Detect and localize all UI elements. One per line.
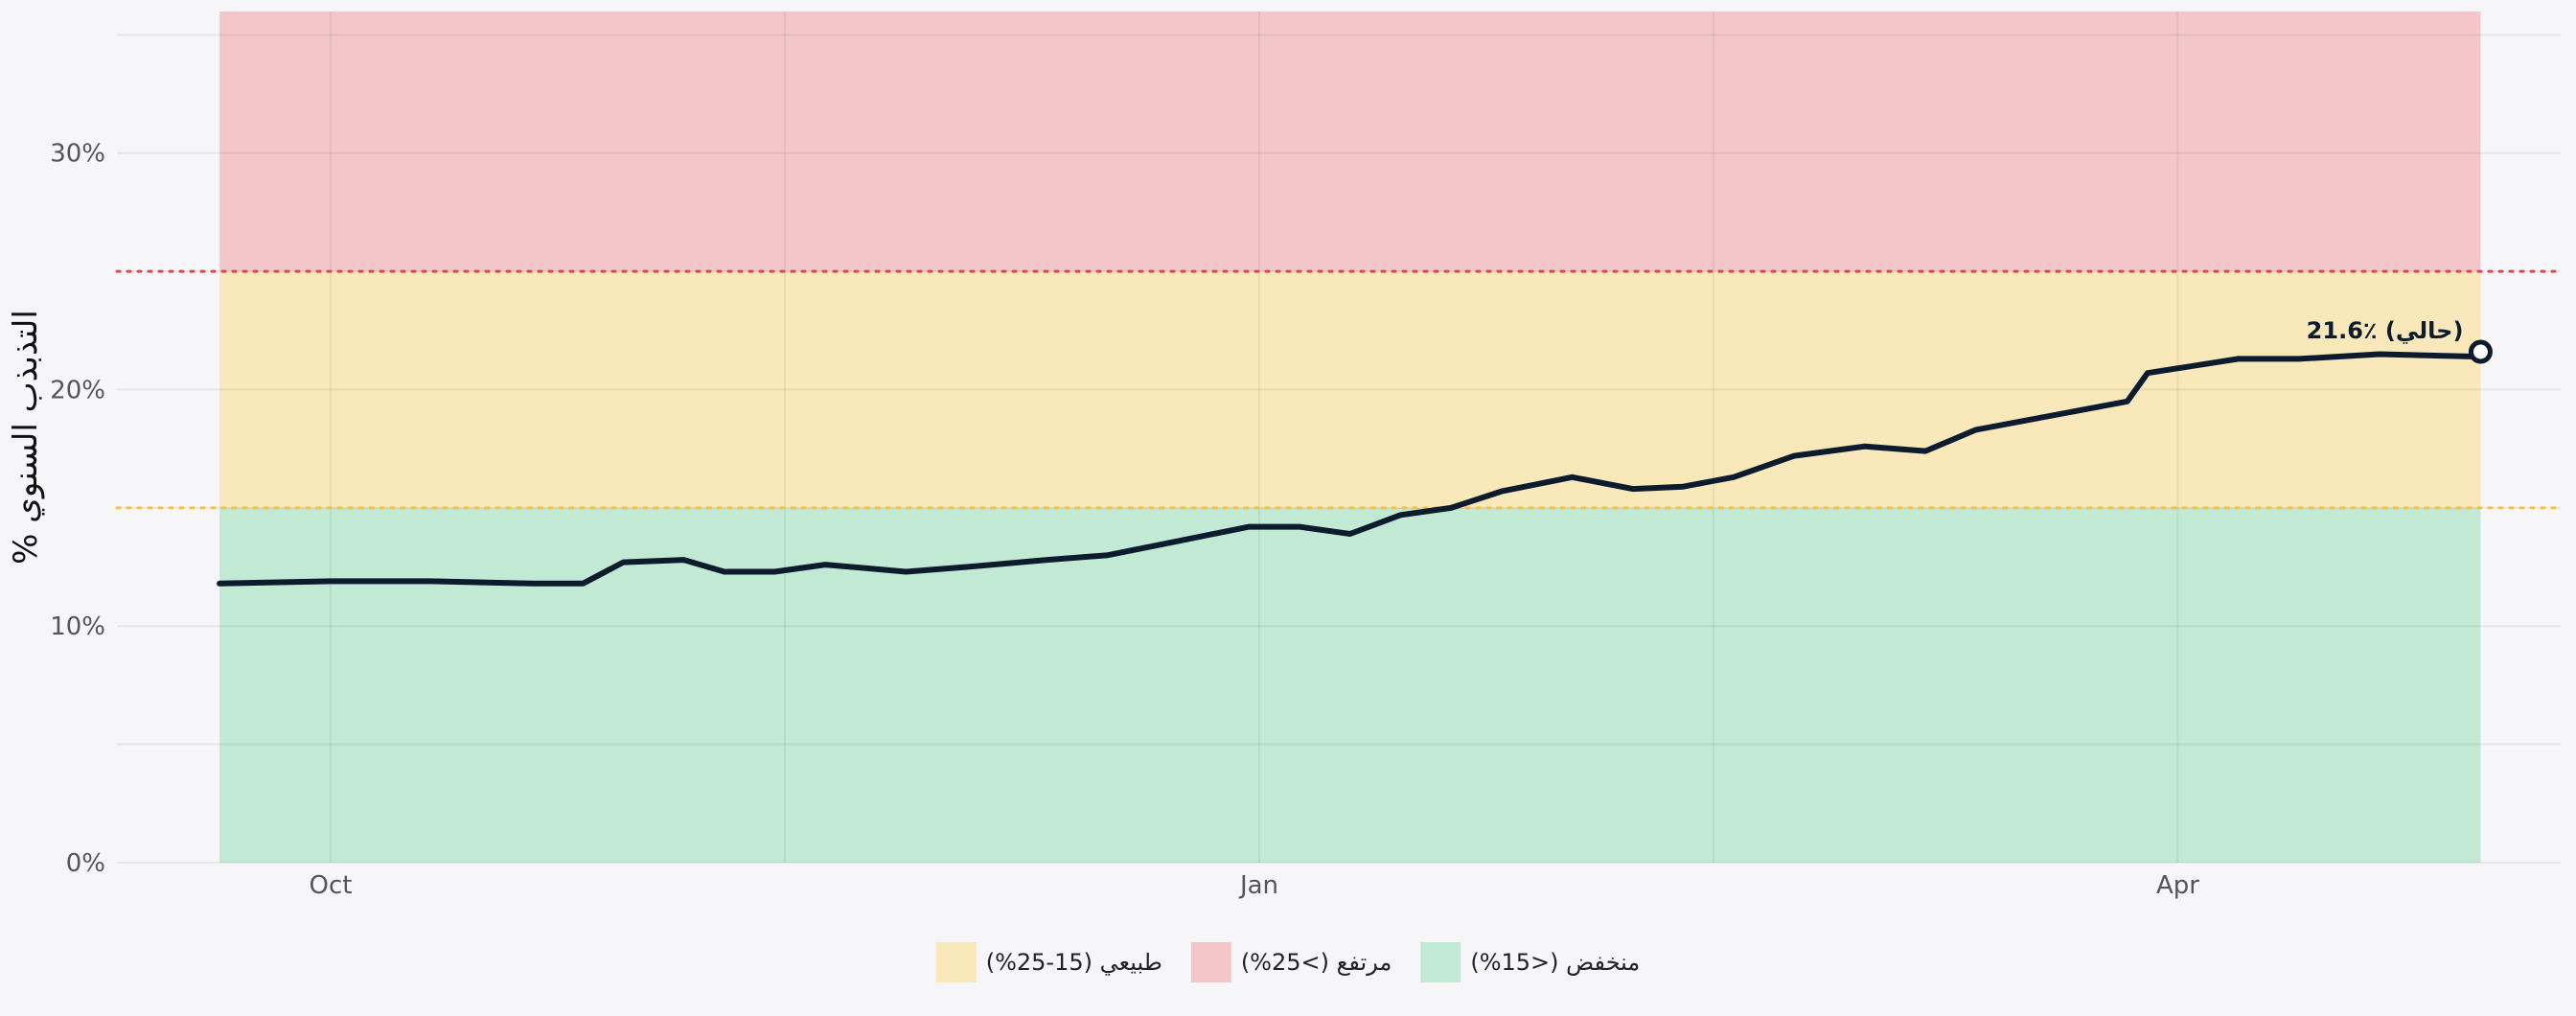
legend-label: منخفض (<15%) (1470, 949, 1640, 976)
legend-swatch (935, 942, 977, 982)
legend-label: مرتفع (>25%) (1241, 949, 1392, 976)
y-tick-label: 30% (50, 140, 105, 169)
series-line (217, 349, 2484, 587)
current-value-label: 21.6٪ (حالي) (2307, 317, 2464, 344)
grid-layer (117, 12, 2561, 864)
threshold-layer (115, 269, 2563, 510)
x-tick-label: Apr (2156, 871, 2199, 900)
legend-swatch (1420, 942, 1461, 982)
zone-band (219, 12, 2481, 272)
current-value-marker (2468, 339, 2493, 364)
series-layer (217, 349, 2484, 587)
x-tick-label: Oct (310, 871, 353, 900)
zone-layer (219, 12, 2481, 863)
axes-layer: 0% 10% 20% 30% Oct Jan Apr التذبذب السنوي % (7, 140, 2199, 900)
y-tick-label: 0% (66, 849, 105, 878)
zone-band (219, 271, 2481, 508)
legend-swatch (1190, 942, 1231, 982)
zone-band (219, 507, 2481, 863)
y-axis-label: التذبذب السنوي % (7, 310, 45, 565)
x-tick-label: Jan (1238, 871, 1278, 900)
annotation-layer: 21.6٪ (حالي) (2307, 317, 2493, 364)
y-tick-label: 20% (50, 376, 105, 404)
legend: طبيعي (15-25%) مرتفع (>25%) منخفض (<15%) (935, 942, 1640, 982)
y-tick-label: 10% (50, 612, 105, 641)
legend-label: طبيعي (15-25%) (986, 949, 1162, 976)
